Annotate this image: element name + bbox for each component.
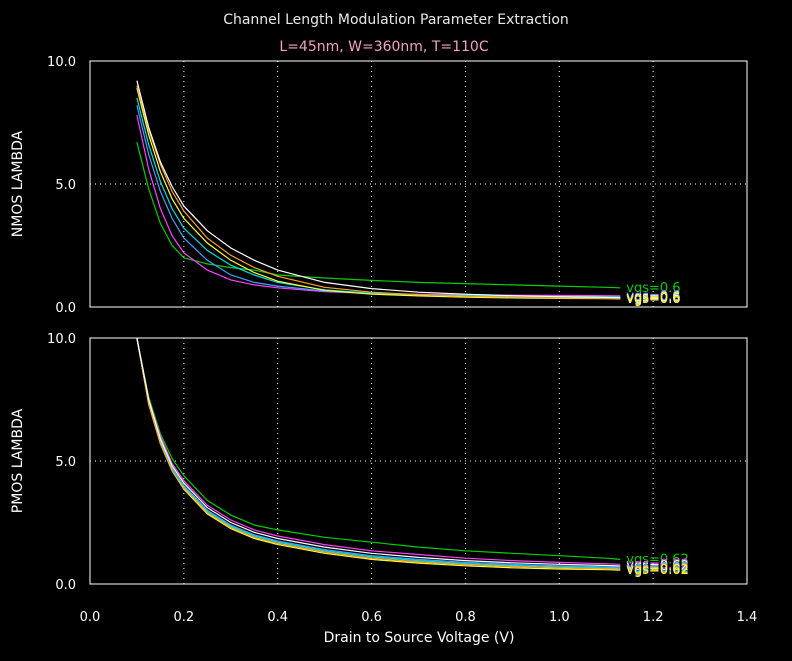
pmos-series-end-label: vgs=0.62 — [626, 552, 689, 567]
nmos-series-2 — [136, 114, 621, 297]
pmos-y-axis-label: PMOS LAMBDA — [10, 408, 26, 513]
chart-title: Channel Length Modulation Parameter Extr… — [223, 12, 569, 28]
chart-subtitle: L=45nm, W=360nm, T=110C — [279, 39, 488, 55]
nmos-frame — [89, 60, 748, 308]
nmos-series-1 — [136, 142, 621, 289]
pmos-frame — [89, 337, 748, 585]
nmos-series-end-label: vgs=0.6 — [626, 289, 680, 304]
pmos-series-6 — [136, 337, 621, 570]
nmos-series-4 — [136, 97, 621, 298]
nmos-series-3 — [136, 105, 621, 298]
pmos-series-5 — [136, 337, 621, 571]
x-tick-label: 1.0 — [549, 610, 570, 625]
nmos-y-axis-label: NMOS LAMBDA — [10, 130, 26, 237]
nmos-series-6 — [136, 85, 621, 299]
pmos-series-1 — [136, 337, 621, 560]
pmos-series-end-label: vgs=0.62 — [626, 559, 689, 574]
pmos-series-end-label: vgs=0.62 — [626, 560, 689, 575]
nmos-series-7 — [136, 80, 621, 299]
pmos-series-7 — [136, 337, 621, 567]
nmos-series-end-label: vgs=0.6 — [626, 291, 680, 306]
x-tick-label: 1.4 — [737, 610, 758, 625]
x-axis-label: Drain to Source Voltage (V) — [324, 630, 515, 646]
pmos-series-end-label: vgs=0.62 — [626, 557, 689, 572]
pmos-series-end-label: vgs=0.62 — [626, 562, 689, 577]
pmos-series-end-label: vgs=0.62 — [626, 561, 689, 576]
pmos-y-tick-label: 5.0 — [55, 455, 76, 470]
x-tick-label: 0.8 — [455, 610, 476, 625]
nmos-series-end-label: vgs=0.6 — [626, 290, 680, 305]
x-tick-label: 0.6 — [361, 610, 382, 625]
pmos-series-2 — [136, 337, 621, 565]
nmos-series-end-label: vgs=0.6 — [626, 290, 680, 305]
x-axis: 0.0 0.2 0.4 0.6 0.8 1.0 1.2 1.4 — [80, 610, 758, 625]
nmos-series-end-label: vgs=0.6 — [626, 292, 680, 307]
x-tick-label: 1.2 — [643, 610, 664, 625]
x-tick-label: 0.0 — [80, 610, 101, 625]
x-tick-label: 0.4 — [267, 610, 288, 625]
pmos-series-3 — [136, 337, 621, 568]
pmos-series-end-label: vgs=0.62 — [626, 563, 689, 578]
nmos-series-end-label: vgs=0.6 — [626, 281, 680, 296]
pmos-y-tick-label: 0.0 — [55, 578, 76, 593]
nmos-y-tick-label: 10.0 — [47, 55, 76, 70]
nmos-y-tick-label: 5.0 — [55, 178, 76, 193]
pmos-series-4 — [136, 337, 621, 569]
nmos-series-end-label: vgs=0.6 — [626, 291, 680, 306]
nmos-y-tick-label: 0.0 — [55, 301, 76, 316]
pmos-y-tick-label: 10.0 — [47, 332, 76, 347]
nmos-series-5 — [136, 87, 621, 300]
x-tick-label: 0.2 — [174, 610, 195, 625]
